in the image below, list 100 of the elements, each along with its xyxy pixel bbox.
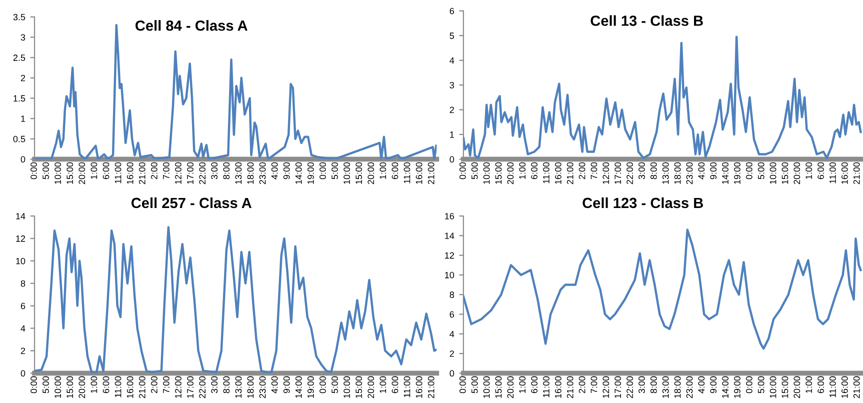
x-tick-label: 1:00 — [90, 376, 98, 393]
x-tick-label: 11:00 — [543, 376, 550, 398]
x-tick-label: 17:00 — [187, 162, 194, 184]
x-tick-label: 16:00 — [416, 376, 422, 398]
x-tick-label: 22:00 — [199, 162, 206, 184]
y-tick-label: 0 — [20, 370, 26, 377]
x-tick-label: 21:00 — [138, 162, 146, 184]
y-tick-label: 2 — [450, 106, 454, 114]
x-tick-label: 8:00 — [223, 376, 230, 394]
x-tick-label: 13:00 — [235, 376, 242, 398]
x-tick-label: 6:00 — [818, 376, 824, 394]
y-tick-label: 14 — [16, 213, 26, 220]
x-tick-label: 18:00 — [674, 376, 681, 398]
x-tick-label: 9:00 — [283, 162, 290, 180]
x-tick-label: 15:00 — [782, 162, 788, 184]
x-tick-label: 11:00 — [114, 162, 122, 184]
x-tick-label: 15:00 — [356, 376, 362, 398]
x-tick-label: 6:00 — [102, 162, 110, 180]
y-tick-label: 3.5 — [13, 14, 26, 20]
x-tick-label: 11:00 — [114, 376, 122, 398]
x-tick-label: 20:00 — [794, 376, 800, 398]
x-tick-label: 21:00 — [428, 376, 434, 398]
x-tick-label: 6:00 — [392, 376, 398, 394]
x-tick-label: 1:00 — [90, 162, 98, 179]
x-tick-label: 23:00 — [686, 162, 693, 184]
x-tick-label: 19:00 — [734, 162, 740, 184]
x-tick-label: 11:00 — [543, 162, 550, 184]
x-tick-label: 18:00 — [247, 376, 254, 398]
x-tick-label: 14:00 — [295, 376, 302, 398]
x-tick-label: 16:00 — [554, 376, 562, 398]
x-tick-label: 21:00 — [428, 162, 434, 184]
x-tick-label: 14:00 — [722, 376, 728, 398]
x-tick-label: 22:00 — [626, 376, 633, 398]
y-tick-label: 6 — [450, 311, 454, 318]
y-tick-label: 1.5 — [14, 95, 26, 102]
y-tick-label: 4 — [450, 57, 454, 64]
x-tick-label: 20:00 — [368, 376, 374, 398]
y-tick-label: 14 — [445, 232, 454, 239]
x-tick-label: 5:00 — [332, 162, 338, 180]
x-tick-label: 16:00 — [126, 162, 134, 184]
chart-title: Cell 13 - Class B — [590, 15, 703, 26]
x-tick-label: 17:00 — [614, 162, 622, 184]
x-tick-label: 9:00 — [283, 376, 290, 394]
chart-title: Cell 257 - Class A — [131, 197, 252, 208]
x-tick-label: 10:00 — [344, 162, 350, 184]
y-tick-label: 2 — [20, 348, 26, 354]
x-tick-label: 1:00 — [806, 376, 812, 393]
x-tick-label: 21:00 — [853, 376, 860, 398]
y-tick-label: 1 — [21, 116, 26, 122]
x-tick-label: 5:00 — [42, 162, 49, 180]
y-tick-label: 6 — [450, 8, 454, 14]
x-tick-label: 0:00 — [459, 376, 466, 394]
y-tick-label: 10 — [16, 258, 26, 264]
y-tick-label: 2.5 — [13, 54, 26, 61]
x-tick-label: 0:00 — [320, 376, 326, 394]
x-tick-label: 18:00 — [674, 162, 681, 184]
x-tick-label: 0:00 — [30, 376, 37, 394]
x-tick-label: 0:00 — [746, 162, 752, 180]
x-tick-label: 7:00 — [590, 162, 598, 180]
y-tick-label: 0 — [450, 370, 454, 377]
y-tick-label: 3 — [450, 82, 454, 88]
x-tick-label: 5:00 — [471, 376, 478, 394]
y-tick-label: 0 — [450, 156, 454, 163]
y-tick-label: 4 — [450, 330, 454, 338]
x-tick-label: 4:00 — [271, 376, 278, 394]
x-tick-label: 12:00 — [602, 162, 610, 184]
x-tick-label: 15:00 — [782, 376, 788, 398]
x-tick-label: 19:00 — [734, 376, 740, 398]
x-tick-label: 9:00 — [710, 162, 717, 180]
x-tick-label: 10:00 — [54, 376, 62, 398]
x-tick-label: 11:00 — [830, 162, 836, 184]
x-tick-label: 0:00 — [459, 162, 466, 180]
x-tick-label: 15:00 — [495, 162, 502, 184]
x-tick-label: 16:00 — [416, 162, 422, 184]
x-tick-label: 12:00 — [175, 162, 182, 184]
x-tick-label: 0:00 — [30, 162, 37, 180]
x-tick-label: 13:00 — [662, 162, 669, 184]
x-tick-label: 12:00 — [602, 376, 610, 398]
x-tick-label: 10:00 — [483, 376, 490, 398]
x-tick-label: 14:00 — [722, 162, 728, 184]
x-tick-label: 6:00 — [818, 162, 824, 180]
x-tick-label: 15:00 — [66, 162, 74, 184]
x-tick-label: 5:00 — [758, 162, 764, 180]
y-tick-label: 4 — [20, 325, 26, 332]
x-tick-label: 20:00 — [78, 376, 86, 398]
x-tick-label: 0:00 — [320, 162, 326, 180]
x-tick-label: 1:00 — [806, 162, 812, 179]
y-tick-label: 8 — [450, 292, 454, 298]
x-tick-label: 1:00 — [380, 376, 386, 393]
x-tick-label: 2:00 — [578, 376, 586, 394]
x-tick-label: 21:00 — [138, 376, 146, 398]
x-tick-label: 16:00 — [554, 162, 562, 184]
x-tick-label: 10:00 — [483, 162, 490, 184]
x-tick-label: 14:00 — [295, 162, 302, 184]
x-tick-label: 2:00 — [150, 376, 158, 394]
x-tick-label: 6:00 — [531, 162, 538, 180]
x-tick-label: 4:00 — [698, 162, 705, 180]
x-tick-label: 20:00 — [507, 162, 514, 184]
x-tick-label: 10:00 — [344, 376, 350, 398]
y-tick-label: 2 — [450, 350, 454, 357]
